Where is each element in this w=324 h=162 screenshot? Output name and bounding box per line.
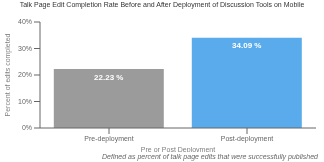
svg-text:Post-deployment: Post-deployment — [221, 135, 274, 143]
html-text:Defined as percent of talk pag: Defined as percent of talk page edits th… — [102, 153, 318, 160]
svg-text:22.23 %: 22.23 % — [94, 73, 123, 82]
html-text:Talk Page Edit Completion Rate: Talk Page Edit Completion Rate Before an… — [19, 1, 305, 8]
svg-text:30%: 30% — [18, 45, 32, 52]
svg-text:Pre-deployment: Pre-deployment — [84, 135, 133, 143]
svg-text:Pre or Post Deployment: Pre or Post Deployment — [141, 146, 215, 152]
svg-text:0%: 0% — [22, 124, 32, 131]
svg-text:Percent of edits completed: Percent of edits completed — [8, 33, 12, 116]
svg-text:20%: 20% — [18, 71, 32, 78]
svg-text:34.09 %: 34.09 % — [232, 41, 261, 50]
svg-text:10%: 10% — [18, 98, 32, 105]
svg-text:40%: 40% — [18, 18, 32, 25]
